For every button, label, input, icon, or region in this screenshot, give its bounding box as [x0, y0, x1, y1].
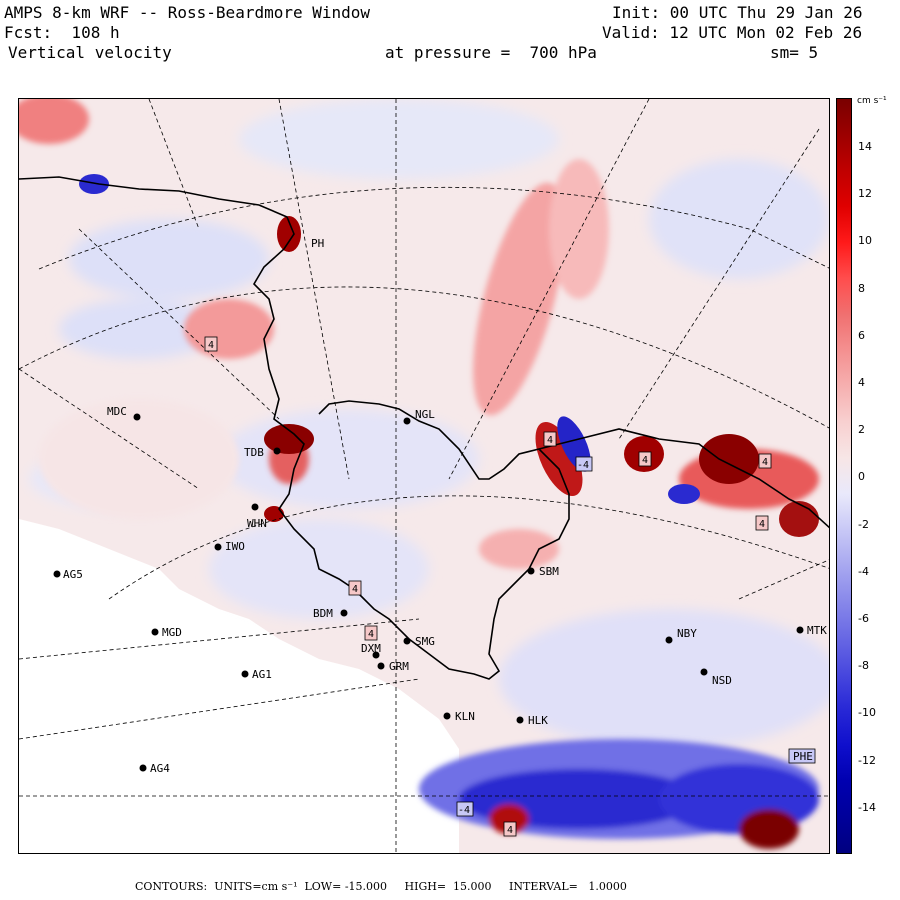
- extremum-label: 4: [368, 629, 374, 640]
- extremum-label: 4: [507, 825, 513, 836]
- forecast-hour: Fcst: 108 h: [4, 23, 120, 42]
- smoothing: sm= 5: [770, 43, 819, 62]
- vertical-velocity-map: 4 4 4 4 4 4 4 4 -4 -4 MDC NGL TDB WHN IW…: [19, 99, 829, 853]
- station-bdm[interactable]: BDM: [313, 607, 348, 620]
- svg-text:GRM: GRM: [389, 660, 409, 673]
- stations: MDC NGL TDB WHN IWO AG5 SBM BDM SMG DXM …: [53, 237, 828, 775]
- extremum-label: 4: [547, 435, 553, 446]
- station-ag4[interactable]: AG4: [139, 762, 171, 775]
- svg-text:TDB: TDB: [244, 446, 264, 459]
- svg-text:NGL: NGL: [415, 408, 435, 421]
- colorbar-units: cm s⁻¹: [857, 96, 887, 106]
- colorbar: [836, 98, 852, 854]
- station-ph[interactable]: PH: [311, 237, 324, 250]
- station-ag1[interactable]: AG1: [241, 668, 272, 681]
- extremum-label: 4: [762, 457, 768, 468]
- colorbar-tick-label: -10: [858, 706, 876, 720]
- station-mdc[interactable]: MDC: [107, 405, 141, 421]
- colorbar-tick-label: -6: [858, 612, 869, 625]
- svg-text:MGD: MGD: [162, 626, 182, 639]
- extremum-label: 4: [642, 455, 648, 466]
- map-panel[interactable]: 4 4 4 4 4 4 4 4 -4 -4 MDC NGL TDB WHN IW…: [18, 98, 830, 854]
- colorbar-tick-label: 14: [858, 140, 872, 153]
- svg-text:PHE: PHE: [793, 750, 813, 763]
- station-grm[interactable]: GRM: [377, 660, 410, 673]
- colorbar-tick-label: -2: [858, 517, 869, 531]
- svg-text:SMG: SMG: [415, 635, 435, 648]
- no-data-region: [19, 519, 459, 853]
- colorbar-tick-label: -14: [858, 800, 876, 814]
- station-hlk[interactable]: HLK: [516, 714, 549, 727]
- init-time: Init: 00 UTC Thu 29 Jan 26: [612, 3, 863, 22]
- station-ag5[interactable]: AG5: [53, 568, 83, 581]
- station-dxm[interactable]: DXM: [361, 642, 381, 659]
- station-kln[interactable]: KLN: [443, 710, 475, 723]
- colorbar-tick-label: 2: [858, 423, 865, 437]
- colorbar-tick-label: -12: [858, 753, 876, 767]
- colorbar-tick-label: 0: [858, 470, 865, 484]
- svg-text:NSD: NSD: [712, 674, 732, 687]
- svg-text:HLK: HLK: [528, 714, 548, 727]
- graticule: [19, 99, 829, 853]
- svg-text:BDM: BDM: [313, 607, 333, 620]
- extremum-label: 4: [759, 519, 765, 530]
- extremum-label: 4: [352, 584, 358, 595]
- station-tdb[interactable]: TDB: [244, 446, 281, 459]
- svg-text:IWO: IWO: [225, 540, 245, 553]
- svg-text:DXM: DXM: [361, 642, 381, 655]
- svg-text:AG5: AG5: [63, 568, 83, 581]
- svg-text:SBM: SBM: [539, 565, 559, 578]
- colorbar-tick-label: -4: [858, 564, 869, 578]
- colorbar-tick-label: 6: [858, 328, 865, 342]
- map-title: AMPS 8-km WRF -- Ross-Beardmore Window: [4, 3, 371, 22]
- station-mtk[interactable]: MTK: [796, 624, 828, 637]
- colorbar-tick-label: 4: [858, 376, 865, 389]
- station-phe[interactable]: PHE: [788, 748, 816, 764]
- station-nby[interactable]: NBY: [665, 627, 698, 644]
- variable-name: Vertical velocity: [8, 43, 172, 62]
- svg-text:KLN: KLN: [455, 710, 475, 723]
- extrema-markers: 4 4 4 4 4 4 4 4 -4 -4: [204, 336, 772, 837]
- station-iwo[interactable]: IWO: [214, 540, 245, 553]
- station-whn[interactable]: WHN: [247, 503, 267, 531]
- svg-text:MTK: MTK: [807, 624, 827, 637]
- extremum-label: 4: [208, 340, 214, 351]
- coastline: [19, 176, 829, 680]
- svg-text:MDC: MDC: [107, 405, 127, 418]
- colorbar-tick-label: 12: [858, 187, 872, 201]
- contour-info: CONTOURS: UNITS=cm s⁻¹ LOW= -15.000 HIGH…: [135, 880, 627, 893]
- station-mgd[interactable]: MGD: [151, 626, 182, 639]
- svg-text:AG4: AG4: [150, 762, 170, 775]
- descent-band-south: [419, 739, 819, 849]
- colorbar-tick-label: 8: [858, 281, 865, 295]
- station-nsd[interactable]: NSD: [700, 668, 732, 688]
- svg-text:PH: PH: [311, 237, 324, 250]
- colorbar-tick-label: -8: [858, 659, 869, 673]
- extremum-label: -4: [458, 805, 470, 816]
- station-sbm[interactable]: SBM: [527, 565, 560, 578]
- pressure-level: at pressure = 700 hPa: [385, 43, 597, 62]
- valid-time: Valid: 12 UTC Mon 02 Feb 26: [602, 23, 863, 42]
- svg-text:AG1: AG1: [252, 668, 272, 681]
- colorbar-tick-label: 10: [858, 234, 872, 248]
- station-smg[interactable]: SMG: [403, 635, 435, 648]
- extremum-label: -4: [577, 460, 589, 471]
- station-ngl[interactable]: NGL: [403, 408, 436, 425]
- svg-text:NBY: NBY: [677, 627, 697, 640]
- svg-text:WHN: WHN: [247, 517, 267, 530]
